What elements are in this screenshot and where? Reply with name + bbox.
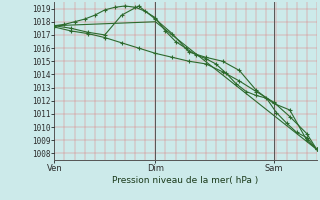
X-axis label: Pression niveau de la mer( hPa ): Pression niveau de la mer( hPa )	[112, 176, 259, 185]
